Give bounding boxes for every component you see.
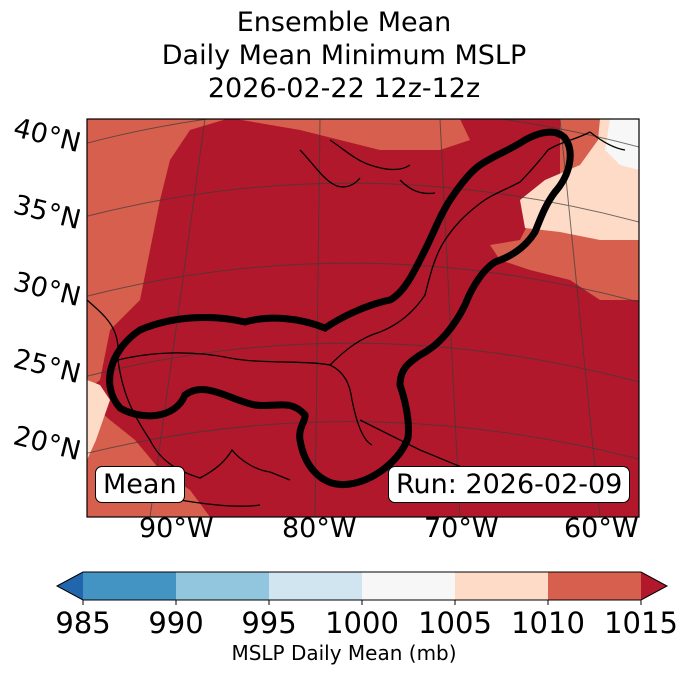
title-line-2: Daily Mean Minimum MSLP [161,40,527,71]
colorbar-tick-1015: 1015 [604,606,678,640]
colorbar-tick-990: 990 [148,606,204,640]
colorbar-extend-high [641,572,667,600]
contour-1015 [106,128,574,489]
mean-label-box: Mean [95,466,185,503]
colorbar-bin-1010-1015 [548,572,641,600]
colorbar-label: MSLP Daily Mean (mb) [231,641,457,665]
lon-label-60w: 60°W [564,513,639,544]
title-line-3: 2026-02-22 12z-12z [207,73,481,104]
colorbar-tick-995: 995 [241,606,297,640]
colorbar-bin-1005-1010 [455,572,548,600]
colorbar [55,571,669,605]
map-frame [86,118,640,518]
colorbar-extend-low [57,572,83,600]
colorbar-bin-990-995 [176,572,269,600]
colorbar-bin-1000-1005 [362,572,455,600]
pressure-field-1010-north [87,119,470,390]
colorbar-bin-985-990 [83,572,176,600]
lon-label-80w: 80°W [282,513,357,544]
run-date-box: Run: 2026-02-09 [388,466,631,503]
colorbar-tick-1000: 1000 [325,606,399,640]
colorbar-bin-995-1000 [269,572,362,600]
pressure-field-1000 [605,119,639,170]
colorbar-tick-1005: 1005 [418,606,492,640]
pressure-field-1005-west [87,380,110,460]
lon-label-90w: 90°W [139,513,214,544]
colorbar-tick-985: 985 [55,606,111,640]
colorbar-tick-1010: 1010 [511,606,585,640]
lon-label-70w: 70°W [424,513,499,544]
title-line-1: Ensemble Mean [236,7,452,38]
